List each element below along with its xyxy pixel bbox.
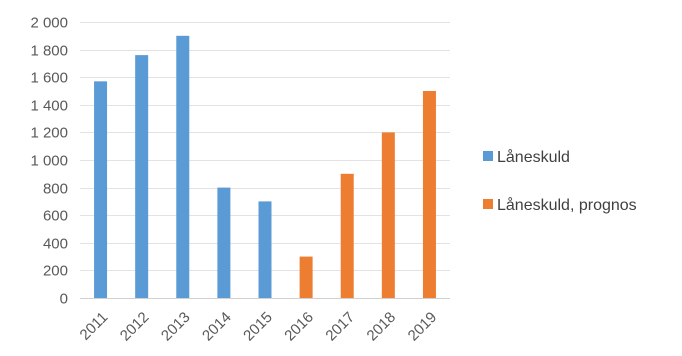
y-tick-label: 1 800 (30, 43, 68, 60)
y-tick-label: 1 600 (30, 70, 68, 87)
x-tick-label: 2012 (117, 309, 153, 345)
legend-label: Låneskuld (497, 148, 570, 166)
y-tick-label: 800 (43, 181, 68, 198)
y-tick-label: 1 200 (30, 125, 68, 142)
x-tick-label: 2019 (405, 309, 441, 345)
y-tick-label: 1 000 (30, 153, 68, 170)
x-tick-label: 2011 (77, 309, 112, 344)
bar-2013 (176, 35, 190, 299)
y-tick-label: 2 000 (30, 15, 68, 32)
bar-2011 (94, 81, 108, 298)
x-tick-label: 2018 (364, 309, 400, 345)
bar-2019 (422, 91, 436, 298)
x-tick-label: 2015 (240, 309, 276, 345)
y-tick-label: 0 (60, 291, 68, 308)
x-tick-label: 2017 (322, 309, 358, 345)
bar-2017 (340, 173, 354, 298)
legend-label: Låneskuld, prognos (497, 196, 637, 214)
legend: Låneskuld Låneskuld, prognos (483, 148, 637, 214)
bar-2012 (135, 55, 149, 299)
y-tick-label: 200 (43, 263, 68, 280)
y-axis-tick-labels: 0 200 400 600 800 1 000 1 200 1 400 1 600 1 800 2 … (30, 15, 68, 308)
y-tick-label: 600 (43, 208, 68, 225)
legend-swatch (483, 151, 493, 161)
legend-swatch (483, 199, 493, 209)
x-tick-label: 2014 (199, 309, 235, 345)
bar-2014 (217, 187, 231, 298)
bar-2018 (381, 132, 395, 298)
bar-2015 (258, 201, 272, 298)
bars (94, 35, 436, 299)
x-tick-label: 2016 (281, 309, 317, 345)
x-tick-label: 2013 (158, 309, 194, 345)
y-tick-label: 400 (43, 236, 68, 253)
y-tick-label: 1 400 (30, 98, 68, 115)
bar-2016 (299, 256, 313, 298)
x-axis-tick-labels: 2011 2012 2013 2014 2015 2016 2017 2018 2019 (77, 309, 441, 345)
